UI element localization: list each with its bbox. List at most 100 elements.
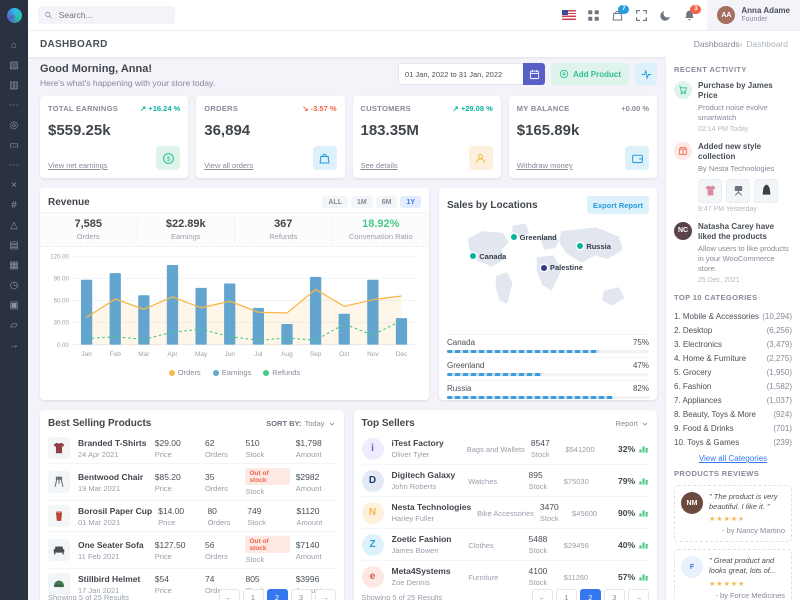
percent-value: 90%: [617, 507, 635, 518]
seller-percent: 79%: [612, 475, 649, 486]
dashboard-column: Good Morning, Anna! Here's what's happen…: [28, 57, 665, 600]
date-range-input[interactable]: [398, 63, 523, 85]
stat-card: ORDERS ↘ -3.57 % 36,894 View all orders: [196, 96, 345, 178]
legend-item-orders[interactable]: Orders: [168, 368, 201, 377]
add-product-button[interactable]: Add Product: [551, 63, 629, 85]
activity-description: Allow users to like products in your Woo…: [698, 243, 789, 273]
seller-owner: Harley Fuller: [391, 514, 435, 523]
notifications-icon[interactable]: 3: [683, 4, 702, 22]
sidebar-item-authentication-icon[interactable]: ◎: [9, 120, 19, 131]
charts-row: Revenue ALL 1M 6M 1Y 7,585 Orders $22.89k Earn…: [40, 188, 657, 400]
pagination-item[interactable]: ←: [532, 589, 553, 600]
sidebar-item-layouts-icon[interactable]: ▥: [9, 80, 19, 91]
product-date: 24 Apr 2021: [78, 449, 119, 459]
sidebar-item-components-icon[interactable]: ×: [11, 180, 17, 191]
column-label: Stock: [528, 546, 548, 555]
report-dropdown[interactable]: Report: [615, 419, 649, 428]
category-name: 6. Fashion: [674, 381, 712, 391]
box-icon: [674, 142, 692, 161]
fullscreen-icon[interactable]: [635, 9, 648, 22]
sidebar-nav: ⌂ ▧ ▥ ⋯ ◎ ▭ ⋯ × # △ ▤ ▦ ◷ ▣ ▱ →: [9, 36, 19, 356]
bag-icon: [312, 146, 337, 170]
location-row: Russia 82%: [447, 380, 649, 400]
sidebar-item-dashboards-icon[interactable]: ⌂: [10, 40, 18, 51]
report-label: Report: [615, 419, 638, 428]
pagination-item[interactable]: 2: [580, 589, 601, 600]
category-row: 8. Beauty, Toys & More (924): [674, 407, 792, 421]
legend-item-earnings[interactable]: Earnings: [212, 368, 251, 377]
svg-text:60.00: 60.00: [54, 299, 70, 305]
category-name: 10. Toys & Games: [674, 437, 740, 447]
category-row: 6. Fashion (1,582): [674, 379, 792, 393]
sidebar-item-more-icon[interactable]: →: [9, 340, 19, 351]
activity-pulse-button[interactable]: [635, 63, 657, 85]
avatar: NC: [674, 221, 692, 240]
stat-label: TOTAL EARNINGS: [48, 104, 119, 113]
sidebar-item-apps-icon[interactable]: ▧: [9, 60, 19, 71]
kpi-value: 7,585: [74, 218, 103, 230]
sidebar-item-multi-level-icon[interactable]: ▱: [10, 320, 18, 331]
category-row: 5. Grocery (1,950): [674, 365, 792, 379]
user-name: Anna Adame: [741, 6, 790, 15]
tab-6m[interactable]: 6M: [375, 196, 398, 208]
pagination-item[interactable]: 1: [242, 589, 264, 600]
brand-logo[interactable]: [0, 0, 28, 30]
top-sellers-footer: Showing 5 of 25 Results ← 1 2 3 →: [362, 589, 649, 600]
stat-link[interactable]: View net earnings: [48, 161, 108, 170]
sort-by-dropdown[interactable]: SORT BY: Today: [266, 419, 335, 428]
calendar-button[interactable]: [523, 63, 545, 85]
sales-title: Sales by Locations: [447, 199, 538, 211]
sidebar-item-pages-icon[interactable]: ▭: [9, 140, 19, 151]
sidebar-item-landing-icon[interactable]: ⋯: [9, 160, 19, 171]
sidebar-item-icons-icon[interactable]: ◷: [9, 280, 19, 291]
view-all-categories-link[interactable]: View all Categories: [698, 454, 768, 464]
export-report-button[interactable]: Export Report: [586, 196, 649, 214]
pagination-item[interactable]: 3: [290, 589, 312, 600]
stat-value: 36,894: [204, 122, 251, 139]
breadcrumb-parent[interactable]: Dashboards: [694, 39, 743, 49]
category-name: 5. Grocery: [674, 367, 712, 377]
column-label: Stock: [530, 450, 550, 459]
wallet-icon: [625, 146, 649, 170]
sidebar-item-forms-icon[interactable]: △: [10, 220, 18, 231]
sidebar-item-widgets-icon[interactable]: #: [11, 200, 17, 211]
product-row: Bentwood Chair 19 Mar 2021 $85.20 Price 35 Or…: [48, 463, 336, 500]
tab-all[interactable]: ALL: [322, 196, 348, 208]
tab-1m[interactable]: 1M: [350, 196, 373, 208]
recent-activity-title: RECENT ACTIVITY: [674, 65, 747, 74]
stat-card: MY BALANCE +0.00 % $165.89k Withdraw money: [508, 96, 657, 178]
tshirt-pink-icon: [698, 178, 722, 203]
search-icon: [44, 10, 53, 20]
search-input[interactable]: [56, 9, 169, 21]
seller-logo: D: [361, 469, 384, 492]
pagination-item[interactable]: →: [628, 589, 649, 600]
product-date: 17 Jan 2021: [78, 585, 120, 595]
apps-grid-icon[interactable]: [587, 9, 600, 22]
best-selling-panel: Best Selling Products SORT BY: Today Bra…: [40, 410, 344, 600]
legend-item-refunds[interactable]: Refunds: [263, 368, 300, 377]
pagination-item[interactable]: ←: [218, 589, 240, 600]
sidebar-item-charts-icon[interactable]: ▦: [9, 260, 19, 271]
dark-mode-icon[interactable]: [659, 9, 672, 22]
cart-icon[interactable]: 7: [611, 4, 630, 22]
pagination-item[interactable]: 1: [556, 589, 577, 600]
stat-link[interactable]: Withdraw money: [516, 161, 573, 170]
pagination-item[interactable]: 2: [266, 589, 288, 600]
stat-change: ↗ +29.08 %: [452, 104, 493, 113]
sidebar-item-maps-icon[interactable]: ▣: [9, 300, 19, 311]
cart-icon: [674, 81, 692, 99]
pagination-item[interactable]: 3: [604, 589, 625, 600]
svg-text:0.00: 0.00: [57, 343, 69, 349]
user-menu[interactable]: AA Anna Adame Founder: [707, 0, 800, 30]
product-orders: 62: [204, 437, 215, 448]
sidebar-item-tables-icon[interactable]: ▤: [9, 240, 19, 251]
sidebar-item-menu-more-icon[interactable]: ⋯: [9, 100, 19, 111]
stat-link[interactable]: See details: [360, 161, 398, 170]
tab-1y[interactable]: 1Y: [400, 196, 421, 208]
svg-text:Dec: Dec: [396, 351, 408, 358]
pagination-item[interactable]: →: [314, 589, 336, 600]
stat-cards: TOTAL EARNINGS ↗ +16.24 % $559.25k View net…: [40, 96, 657, 178]
stat-link[interactable]: View all orders: [204, 161, 254, 170]
us-flag-icon[interactable]: [562, 10, 577, 20]
revenue-chart[interactable]: 0.00 30.00 60.00 90.00 120.00 Jan Feb Mar Apr May…: [48, 251, 421, 367]
